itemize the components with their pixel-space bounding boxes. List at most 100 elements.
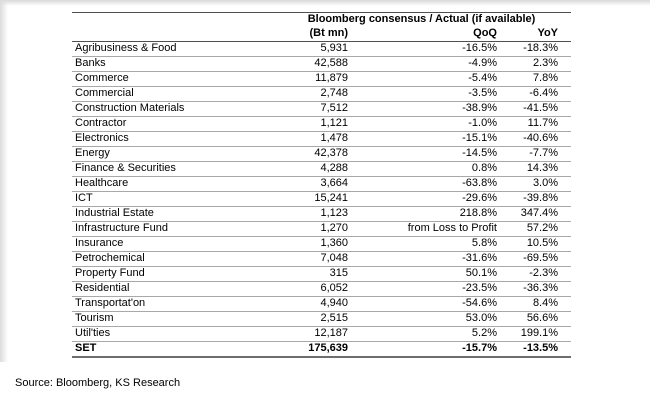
cell-sector: Finance & Securities: [72, 161, 272, 177]
cell-qoq: from Loss to Profit: [348, 221, 497, 237]
cell-sector: ICT: [72, 191, 272, 207]
cell-yoy: 199.1%: [497, 326, 572, 342]
table-total-row: SET 175,639 -15.7% -13.5%: [72, 341, 572, 358]
cell-sector: Industrial Estate: [72, 206, 272, 222]
table-row: Property Fund 315 50.1% -2.3%: [72, 266, 572, 282]
cell-btmn: 11,879: [272, 71, 348, 87]
cell-sector: Infrastructure Fund: [72, 221, 272, 237]
cell-qoq: 50.1%: [348, 266, 497, 282]
cell-btmn: 7,512: [272, 101, 348, 117]
cell-btmn: 1,478: [272, 131, 348, 147]
table-row: Energy 42,378 -14.5% -7.7%: [72, 146, 572, 162]
cell-btmn: 5,931: [272, 41, 348, 57]
column-header-yoy: YoY: [497, 27, 572, 42]
source-note: Source: Bloomberg, KS Research: [15, 377, 181, 389]
cell-qoq: -15.1%: [348, 131, 497, 147]
cell-qoq: -29.6%: [348, 191, 497, 207]
table-row: Infrastructure Fund 1,270 from Loss to Pro…: [72, 221, 572, 237]
cell-qoq: 218.8%: [348, 206, 497, 222]
table-row: Contractor 1,121 -1.0% 11.7%: [72, 116, 572, 132]
table-subheader-row: (Bt mn) QoQ YoY: [72, 27, 572, 42]
table-row: Agribusiness & Food 5,931 -16.5% -18.3%: [72, 41, 572, 57]
cell-btmn: 315: [272, 266, 348, 282]
cell-yoy: 57.2%: [497, 221, 572, 237]
cell-qoq: -23.5%: [348, 281, 497, 297]
cell-yoy: -6.4%: [497, 86, 572, 102]
cell-sector: Property Fund: [72, 266, 272, 282]
cell-btmn: 7,048: [272, 251, 348, 267]
cell-sector: Commerce: [72, 71, 272, 87]
table-row: Util'ties 12,187 5.2% 199.1%: [72, 326, 572, 342]
cell-sector: Healthcare: [72, 176, 272, 192]
cell-btmn: 6,052: [272, 281, 348, 297]
table-row: Commerce 11,879 -5.4% 7.8%: [72, 71, 572, 87]
table-row: Tourism 2,515 53.0% 56.6%: [72, 311, 572, 327]
cell-qoq: -1.0%: [348, 116, 497, 132]
sector-earnings-table: Bloomberg consensus / Actual (if availab…: [72, 12, 572, 358]
cell-qoq: 5.2%: [348, 326, 497, 342]
page-edge-shadow-left: [0, 0, 8, 362]
cell-btmn: 1,270: [272, 221, 348, 237]
table-row: Residential 6,052 -23.5% -36.3%: [72, 281, 572, 297]
table-row: Insurance 1,360 5.8% 10.5%: [72, 236, 572, 252]
cell-yoy: 10.5%: [497, 236, 572, 252]
cell-btmn: 42,378: [272, 146, 348, 162]
cell-btmn: 2,515: [272, 311, 348, 327]
cell-sector: Energy: [72, 146, 272, 162]
cell-yoy: 3.0%: [497, 176, 572, 192]
group-header-spacer: [72, 12, 272, 27]
cell-qoq: -63.8%: [348, 176, 497, 192]
cell-qoq: -4.9%: [348, 56, 497, 72]
table-row: Banks 42,588 -4.9% 2.3%: [72, 56, 572, 72]
table-group-header-row: Bloomberg consensus / Actual (if availab…: [72, 12, 572, 27]
cell-sector: Transportat'on: [72, 296, 272, 312]
cell-btmn: 4,940: [272, 296, 348, 312]
table-row: Finance & Securities 4,288 0.8% 14.3%: [72, 161, 572, 177]
cell-yoy: 7.8%: [497, 71, 572, 87]
cell-yoy: -40.6%: [497, 131, 572, 147]
cell-qoq: 0.8%: [348, 161, 497, 177]
cell-sector: Contractor: [72, 116, 272, 132]
cell-qoq: -38.9%: [348, 101, 497, 117]
column-header-sector: [72, 27, 272, 42]
cell-yoy: -7.7%: [497, 146, 572, 162]
cell-qoq: -3.5%: [348, 86, 497, 102]
group-header-label: Bloomberg consensus / Actual (if availab…: [272, 12, 572, 27]
cell-btmn: 15,241: [272, 191, 348, 207]
cell-sector: Electronics: [72, 131, 272, 147]
cell-qoq: -5.4%: [348, 71, 497, 87]
cell-btmn: 2,748: [272, 86, 348, 102]
cell-btmn: 1,121: [272, 116, 348, 132]
cell-sector: Tourism: [72, 311, 272, 327]
cell-sector: SET: [72, 341, 272, 358]
table-row: Construction Materials 7,512 -38.9% -41.5%: [72, 101, 572, 117]
cell-yoy: -13.5%: [497, 341, 572, 358]
cell-sector: Util'ties: [72, 326, 272, 342]
cell-btmn: 12,187: [272, 326, 348, 342]
cell-yoy: 14.3%: [497, 161, 572, 177]
column-header-btmn: (Bt mn): [272, 27, 348, 42]
cell-yoy: 2.3%: [497, 56, 572, 72]
table-row: Industrial Estate 1,123 218.8% 347.4%: [72, 206, 572, 222]
cell-sector: Agribusiness & Food: [72, 41, 272, 57]
cell-sector: Petrochemical: [72, 251, 272, 267]
cell-sector: Banks: [72, 56, 272, 72]
cell-yoy: 11.7%: [497, 116, 572, 132]
cell-qoq: -15.7%: [348, 341, 497, 358]
table-row: ICT 15,241 -29.6% -39.8%: [72, 191, 572, 207]
cell-sector: Insurance: [72, 236, 272, 252]
cell-qoq: -14.5%: [348, 146, 497, 162]
cell-yoy: -18.3%: [497, 41, 572, 57]
column-header-qoq: QoQ: [348, 27, 497, 42]
cell-btmn: 4,288: [272, 161, 348, 177]
cell-yoy: -36.3%: [497, 281, 572, 297]
cell-yoy: -39.8%: [497, 191, 572, 207]
cell-btmn: 1,123: [272, 206, 348, 222]
table-row: Transportat'on 4,940 -54.6% 8.4%: [72, 296, 572, 312]
cell-yoy: 347.4%: [497, 206, 572, 222]
cell-sector: Residential: [72, 281, 272, 297]
page-edge-shadow-top: [0, 0, 650, 6]
cell-sector: Construction Materials: [72, 101, 272, 117]
cell-yoy: -41.5%: [497, 101, 572, 117]
cell-yoy: -2.3%: [497, 266, 572, 282]
